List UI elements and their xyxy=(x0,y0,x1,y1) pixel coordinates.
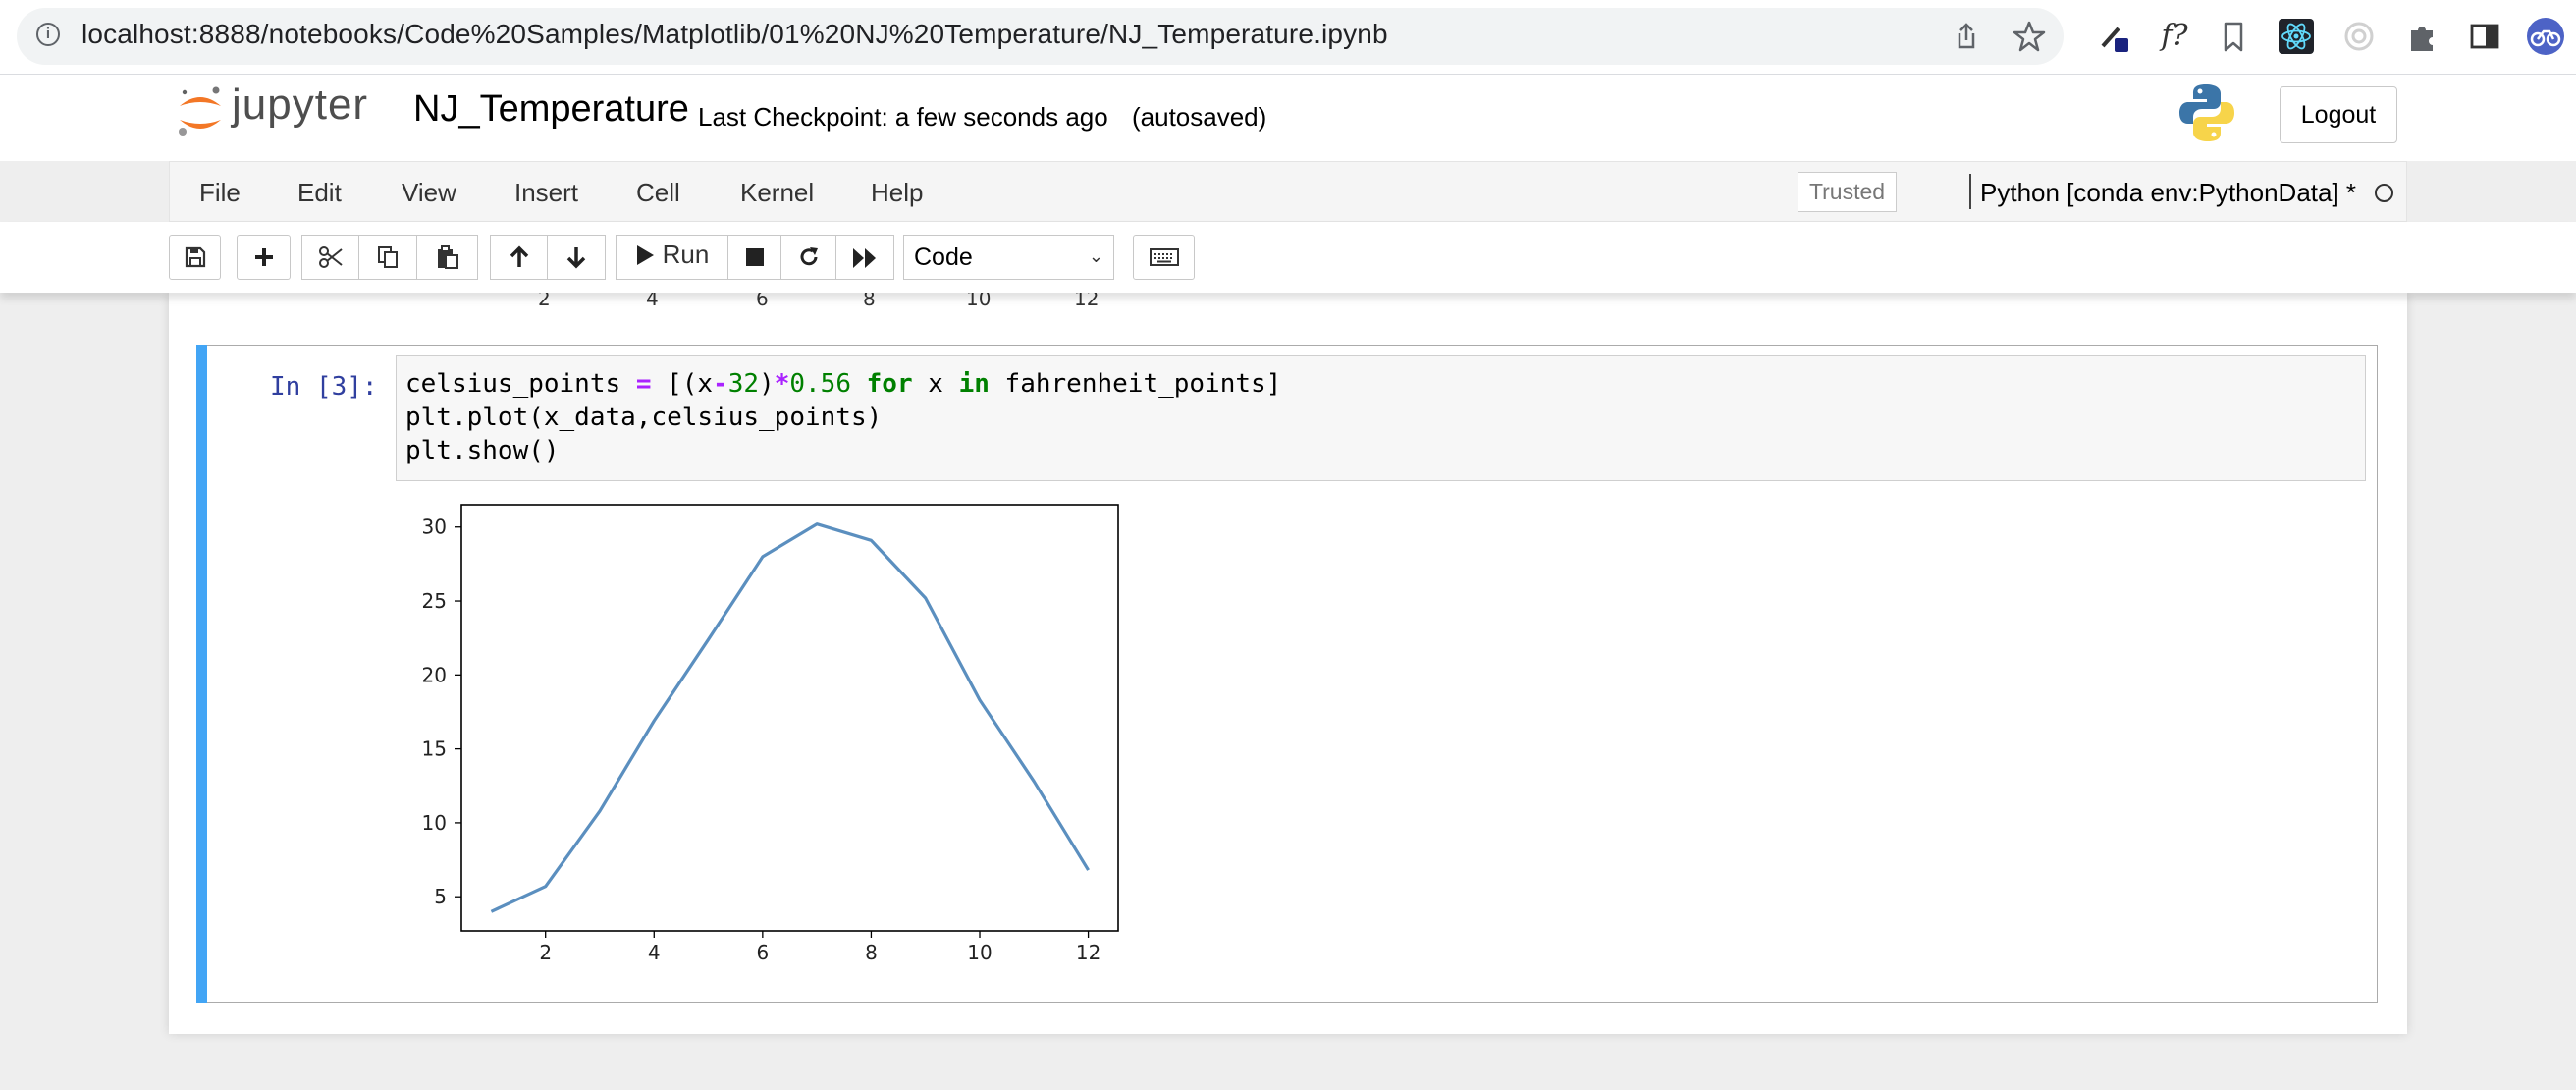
y-tick-label: 10 xyxy=(422,811,447,835)
x-tick-label: 8 xyxy=(865,941,878,964)
menu-edit[interactable]: Edit xyxy=(297,178,342,207)
eyedropper-extension-icon[interactable] xyxy=(2095,17,2134,56)
insert-cell-button[interactable] xyxy=(237,235,291,280)
restart-run-all-button[interactable] xyxy=(835,235,894,280)
y-tick-label: 30 xyxy=(422,516,447,539)
move-up-button[interactable] xyxy=(490,235,548,280)
url-text[interactable]: localhost:8888/notebooks/Code%20Samples/… xyxy=(81,19,1388,49)
share-icon[interactable] xyxy=(1947,17,1986,56)
arrow-down-icon xyxy=(566,247,586,269)
previous-output-tick: 6 xyxy=(756,287,769,310)
x-tick-label: 2 xyxy=(539,941,552,964)
save-button[interactable] xyxy=(169,235,221,280)
y-tick-label: 20 xyxy=(422,663,447,686)
move-down-button[interactable] xyxy=(547,235,606,280)
menu-file[interactable]: File xyxy=(199,178,241,207)
command-palette-button[interactable] xyxy=(1133,235,1195,280)
previous-output-tick: 2 xyxy=(538,287,551,310)
menu-insert[interactable]: Insert xyxy=(514,178,579,207)
x-tick-label: 10 xyxy=(967,941,992,964)
fast-forward-icon xyxy=(853,248,876,268)
profile-avatar[interactable] xyxy=(2526,17,2565,56)
play-icon xyxy=(636,245,654,265)
y-tick-label: 15 xyxy=(422,737,447,761)
x-tick-label: 4 xyxy=(648,941,661,964)
plot-area-frame xyxy=(460,504,1119,932)
run-label: Run xyxy=(662,240,710,269)
output-line-chart: 2 4 6 8 10 12 5 10 15 20 25 30 xyxy=(422,504,1119,964)
code-line[interactable]: celsius_points = [(x-32)*0.56 for x in f… xyxy=(405,369,1282,399)
autosave-status: (autosaved) xyxy=(1132,102,1267,132)
stop-icon xyxy=(745,248,764,266)
react-devtools-icon[interactable] xyxy=(2277,17,2316,56)
checkpoint-status: Last Checkpoint: a few seconds ago xyxy=(698,102,1108,132)
cell-type-value: Code xyxy=(914,244,973,271)
paste-button[interactable] xyxy=(416,235,478,280)
kernel-name[interactable]: Python [conda env:PythonData] * xyxy=(1980,178,2357,207)
cut-button[interactable] xyxy=(301,235,359,280)
jupyter-logo-icon[interactable] xyxy=(177,84,224,144)
menubar xyxy=(169,161,2407,222)
jupyter-header xyxy=(0,75,2576,161)
y-tick-label: 25 xyxy=(422,589,447,613)
kernel-idle-indicator-icon xyxy=(2375,184,2393,202)
save-icon xyxy=(185,246,205,268)
restart-kernel-button[interactable] xyxy=(780,235,836,280)
kernel-divider xyxy=(1969,174,1971,209)
run-button[interactable]: Run xyxy=(616,235,728,280)
notebook-name[interactable]: NJ_Temperature xyxy=(413,88,689,130)
y-tick-label: 5 xyxy=(434,885,447,908)
x-tick-label: 12 xyxy=(1076,941,1100,964)
side-panel-icon[interactable] xyxy=(2465,17,2504,56)
paste-icon xyxy=(437,245,458,269)
menu-view[interactable]: View xyxy=(402,178,456,207)
x-tick-label: 6 xyxy=(756,941,769,964)
bookmark-icon[interactable] xyxy=(2214,17,2253,56)
previous-output-tick: 4 xyxy=(646,287,659,310)
scissors-icon xyxy=(318,246,343,268)
site-info-icon[interactable]: i xyxy=(36,23,60,46)
interrupt-kernel-button[interactable] xyxy=(727,235,781,280)
code-line[interactable]: plt.plot(x_data,celsius_points) xyxy=(405,403,883,432)
jupyter-logo-text[interactable]: jupyter xyxy=(232,81,369,129)
formula-extension-icon[interactable]: f? xyxy=(2161,19,2188,53)
code-editor[interactable] xyxy=(396,355,2366,481)
copy-button[interactable] xyxy=(358,235,417,280)
plus-icon xyxy=(254,248,273,266)
address-bar[interactable] xyxy=(17,8,2064,65)
menu-help[interactable]: Help xyxy=(871,178,924,207)
loading-extension-icon[interactable] xyxy=(2339,17,2379,56)
copy-icon xyxy=(378,246,398,268)
code-line[interactable]: plt.show() xyxy=(405,436,560,465)
cell-selection-bar xyxy=(196,345,207,1003)
trusted-indicator[interactable]: Trusted xyxy=(1798,172,1897,212)
restart-icon xyxy=(800,247,818,266)
logout-button[interactable]: Logout xyxy=(2280,86,2397,143)
series-line xyxy=(490,522,1090,913)
menu-cell[interactable]: Cell xyxy=(636,178,680,207)
arrow-up-icon xyxy=(510,245,528,267)
previous-output-tick: 8 xyxy=(863,287,876,310)
chevron-down-icon: ⌄ xyxy=(1088,246,1103,267)
cell-type-select[interactable]: Code ⌄ xyxy=(903,235,1114,280)
menu-kernel[interactable]: Kernel xyxy=(740,178,815,207)
python-logo-icon xyxy=(2178,82,2235,148)
extensions-puzzle-icon[interactable] xyxy=(2402,17,2442,56)
keyboard-icon xyxy=(1149,248,1179,266)
browser-toolbar: i localhost:8888/notebooks/Code%20Sample… xyxy=(0,0,2576,75)
input-prompt: In [3]: xyxy=(270,372,378,402)
bookmark-star-icon[interactable] xyxy=(2010,17,2049,56)
